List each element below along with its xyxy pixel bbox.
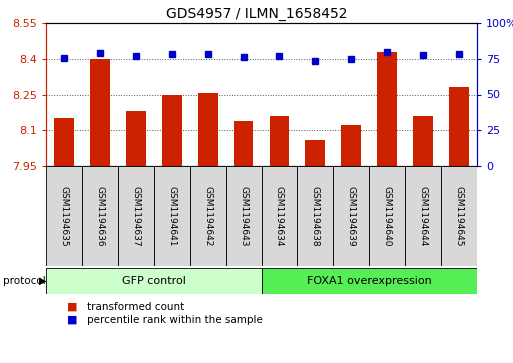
Bar (369, 166, 405, 266)
Bar (298, 166, 333, 266)
Bar (342, 126, 361, 166)
Bar (54, 118, 74, 166)
Text: GSM1194643: GSM1194643 (239, 186, 248, 246)
Text: GSM1194638: GSM1194638 (311, 186, 320, 246)
Bar (162, 94, 182, 166)
Bar (46, 268, 262, 294)
Bar (154, 166, 190, 266)
Bar (233, 121, 253, 166)
Text: ▶: ▶ (39, 276, 47, 286)
Text: GSM1194640: GSM1194640 (383, 186, 392, 246)
Bar (413, 116, 433, 166)
Bar (126, 111, 146, 166)
Bar (82, 166, 118, 266)
Bar (269, 116, 289, 166)
Bar (449, 87, 469, 166)
Text: protocol: protocol (3, 276, 45, 286)
Text: GSM1194636: GSM1194636 (95, 186, 104, 246)
Bar (90, 59, 110, 166)
Text: GSM1194642: GSM1194642 (203, 186, 212, 246)
Bar (118, 166, 154, 266)
Text: GSM1194637: GSM1194637 (131, 186, 140, 246)
Text: FOXA1 overexpression: FOXA1 overexpression (307, 276, 431, 286)
Text: GSM1194644: GSM1194644 (419, 186, 428, 246)
Text: GSM1194639: GSM1194639 (347, 186, 356, 246)
Bar (441, 166, 477, 266)
Text: ■: ■ (67, 302, 77, 312)
Text: GDS4957 / ILMN_1658452: GDS4957 / ILMN_1658452 (166, 7, 347, 21)
Bar (46, 166, 82, 266)
Bar (226, 166, 262, 266)
Bar (333, 166, 369, 266)
Text: GSM1194641: GSM1194641 (167, 186, 176, 246)
Bar (405, 166, 441, 266)
Bar (190, 166, 226, 266)
Bar (262, 268, 477, 294)
Text: GSM1194635: GSM1194635 (60, 186, 68, 246)
Text: ■: ■ (67, 315, 77, 325)
Bar (198, 93, 218, 166)
Bar (306, 140, 325, 166)
Text: transformed count: transformed count (87, 302, 185, 312)
Bar (378, 52, 397, 166)
Text: GSM1194645: GSM1194645 (455, 186, 464, 246)
Text: percentile rank within the sample: percentile rank within the sample (87, 315, 263, 325)
Text: GFP control: GFP control (122, 276, 186, 286)
Bar (262, 166, 298, 266)
Text: GSM1194634: GSM1194634 (275, 186, 284, 246)
